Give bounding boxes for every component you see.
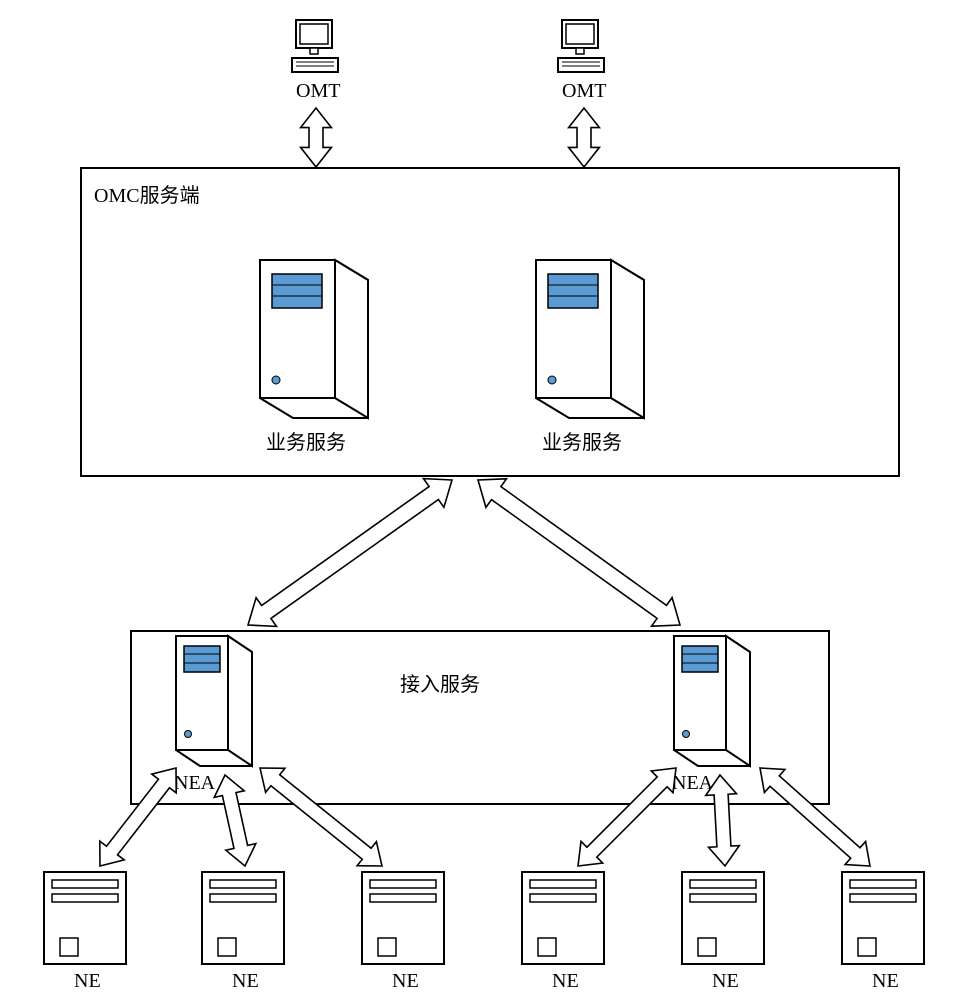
network-diagram: OMC服务端 接入服务 OMT OMT — [0, 0, 955, 1000]
nea2-label: NEA — [672, 772, 713, 795]
omt1-terminal — [290, 18, 350, 78]
rack-icon — [520, 870, 606, 966]
rack-icon — [42, 870, 128, 966]
biz-server-1-label: 业务服务 — [266, 426, 346, 455]
ne-unit-2 — [200, 870, 286, 966]
rack-icon — [200, 870, 286, 966]
rack-icon — [680, 870, 766, 966]
biz-server-2 — [516, 230, 666, 420]
ne-unit-6 — [840, 870, 926, 966]
server-icon — [240, 230, 390, 420]
arrow-omt1_omc — [301, 108, 332, 167]
biz-server-1 — [240, 230, 390, 420]
ne2-label: NE — [232, 970, 259, 993]
arrow-omc_nea1 — [248, 479, 452, 627]
ne3-label: NE — [392, 970, 419, 993]
arrows-layer — [0, 0, 955, 1000]
omt1-label: OMT — [296, 80, 340, 103]
ne-unit-3 — [360, 870, 446, 966]
rack-icon — [360, 870, 446, 966]
arrow-omc_nea2 — [478, 479, 680, 626]
rack-icon — [840, 870, 926, 966]
server-icon — [516, 230, 666, 420]
ne-unit-4 — [520, 870, 606, 966]
ne1-label: NE — [74, 970, 101, 993]
omc-server-box: OMC服务端 — [80, 167, 900, 477]
nea1-label: NEA — [174, 772, 215, 795]
nea-server-2 — [660, 614, 766, 770]
server-icon — [660, 614, 766, 770]
computer-icon — [556, 18, 616, 78]
ne4-label: NE — [552, 970, 579, 993]
computer-icon — [290, 18, 350, 78]
server-icon — [162, 614, 268, 770]
ne5-label: NE — [712, 970, 739, 993]
omt2-label: OMT — [562, 80, 606, 103]
omt2-terminal — [556, 18, 616, 78]
omc-server-label: OMC服务端 — [94, 179, 200, 208]
ne-unit-1 — [42, 870, 128, 966]
ne6-label: NE — [872, 970, 899, 993]
arrow-omt2_omc — [569, 108, 600, 167]
ne-unit-5 — [680, 870, 766, 966]
biz-server-2-label: 业务服务 — [542, 426, 622, 455]
nea-server-1 — [162, 614, 268, 770]
access-service-label: 接入服务 — [400, 668, 480, 697]
